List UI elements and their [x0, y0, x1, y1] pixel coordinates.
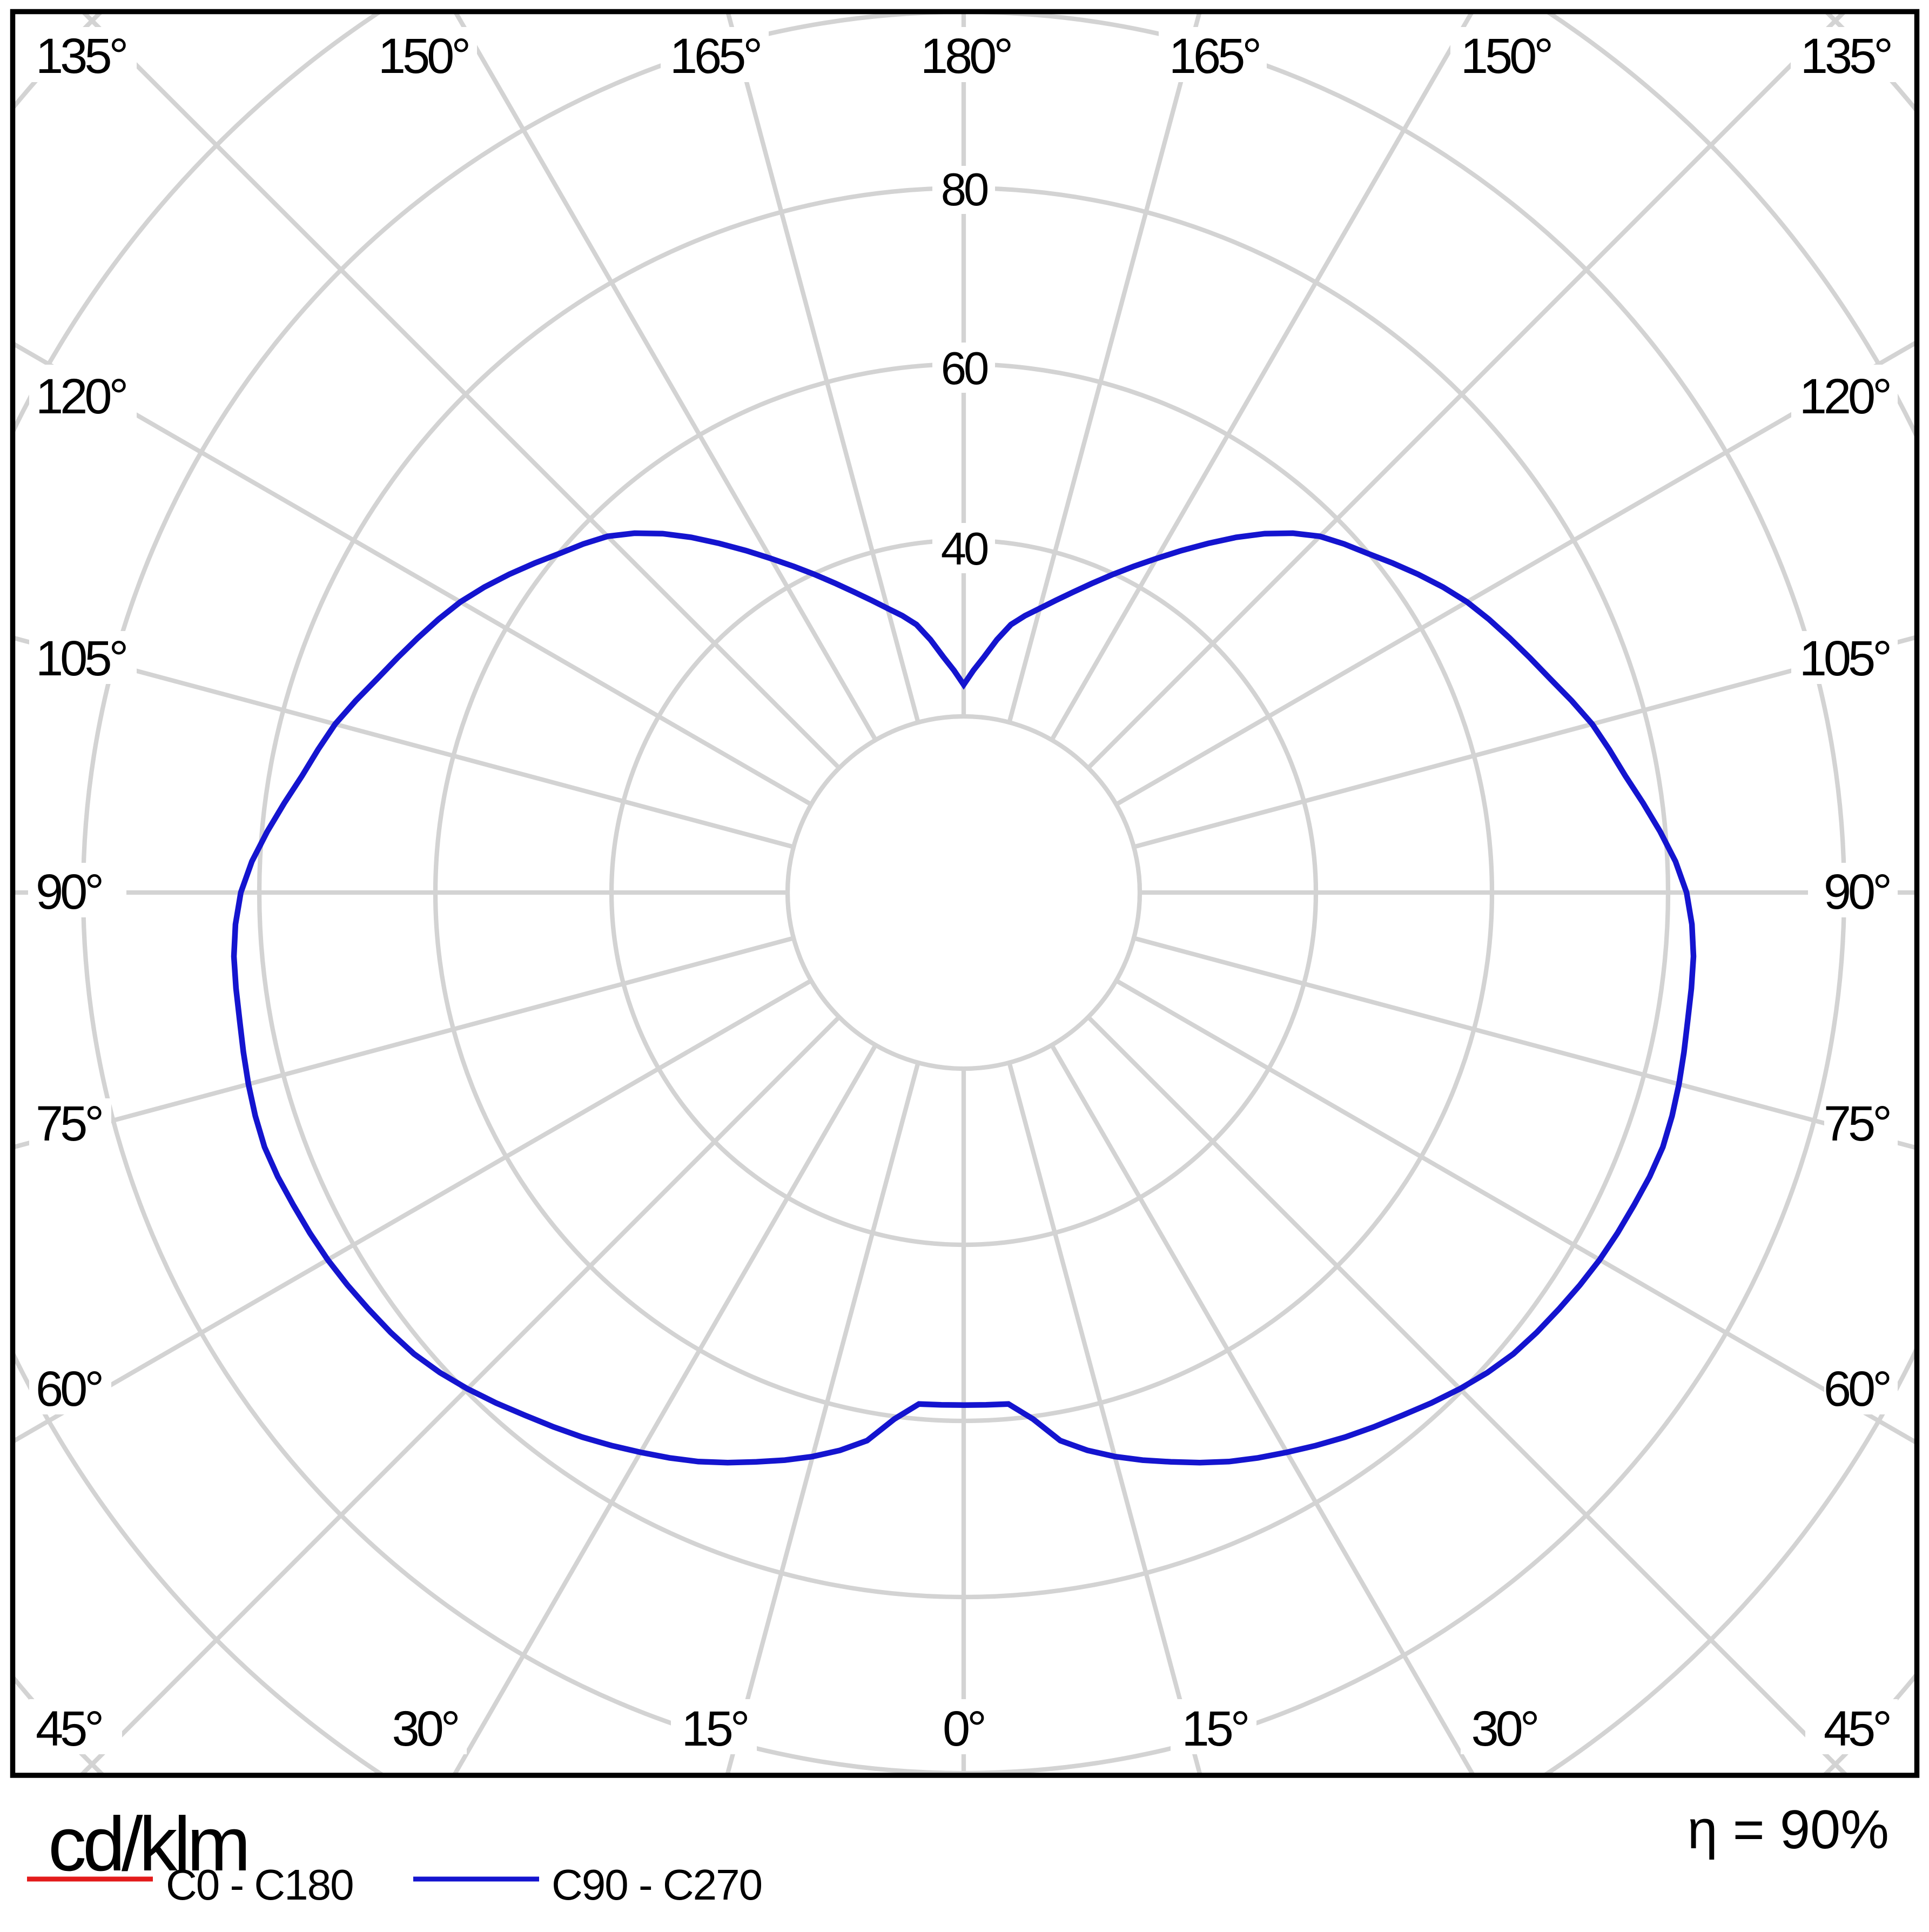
svg-text:15°: 15° [1181, 1701, 1247, 1756]
svg-text:120°: 120° [36, 369, 126, 424]
svg-text:60: 60 [941, 343, 987, 394]
svg-text:75°: 75° [1824, 1096, 1890, 1151]
svg-text:η = 90%: η = 90% [1688, 1800, 1889, 1860]
svg-text:45°: 45° [1824, 1701, 1890, 1756]
svg-text:60°: 60° [36, 1361, 102, 1417]
svg-text:40: 40 [941, 524, 987, 575]
svg-text:C90 - C270: C90 - C270 [552, 1861, 762, 1909]
svg-text:105°: 105° [36, 631, 126, 686]
svg-text:165°: 165° [670, 29, 760, 84]
svg-text:80: 80 [941, 164, 987, 216]
svg-text:C0 - C180: C0 - C180 [166, 1861, 353, 1909]
svg-text:30°: 30° [1471, 1701, 1537, 1756]
svg-text:180°: 180° [920, 29, 1011, 84]
svg-text:120°: 120° [1799, 369, 1890, 424]
svg-text:90°: 90° [36, 864, 102, 920]
svg-text:90°: 90° [1824, 864, 1890, 920]
svg-text:45°: 45° [36, 1701, 102, 1756]
svg-text:150°: 150° [378, 29, 468, 84]
svg-text:15°: 15° [681, 1701, 747, 1756]
svg-text:60°: 60° [1824, 1361, 1890, 1417]
svg-text:75°: 75° [36, 1096, 102, 1151]
svg-text:150°: 150° [1461, 29, 1551, 84]
svg-text:0°: 0° [943, 1701, 984, 1756]
svg-text:135°: 135° [36, 29, 126, 84]
svg-text:105°: 105° [1799, 631, 1890, 686]
svg-text:165°: 165° [1169, 29, 1259, 84]
svg-text:135°: 135° [1800, 29, 1891, 84]
svg-text:30°: 30° [392, 1701, 458, 1756]
